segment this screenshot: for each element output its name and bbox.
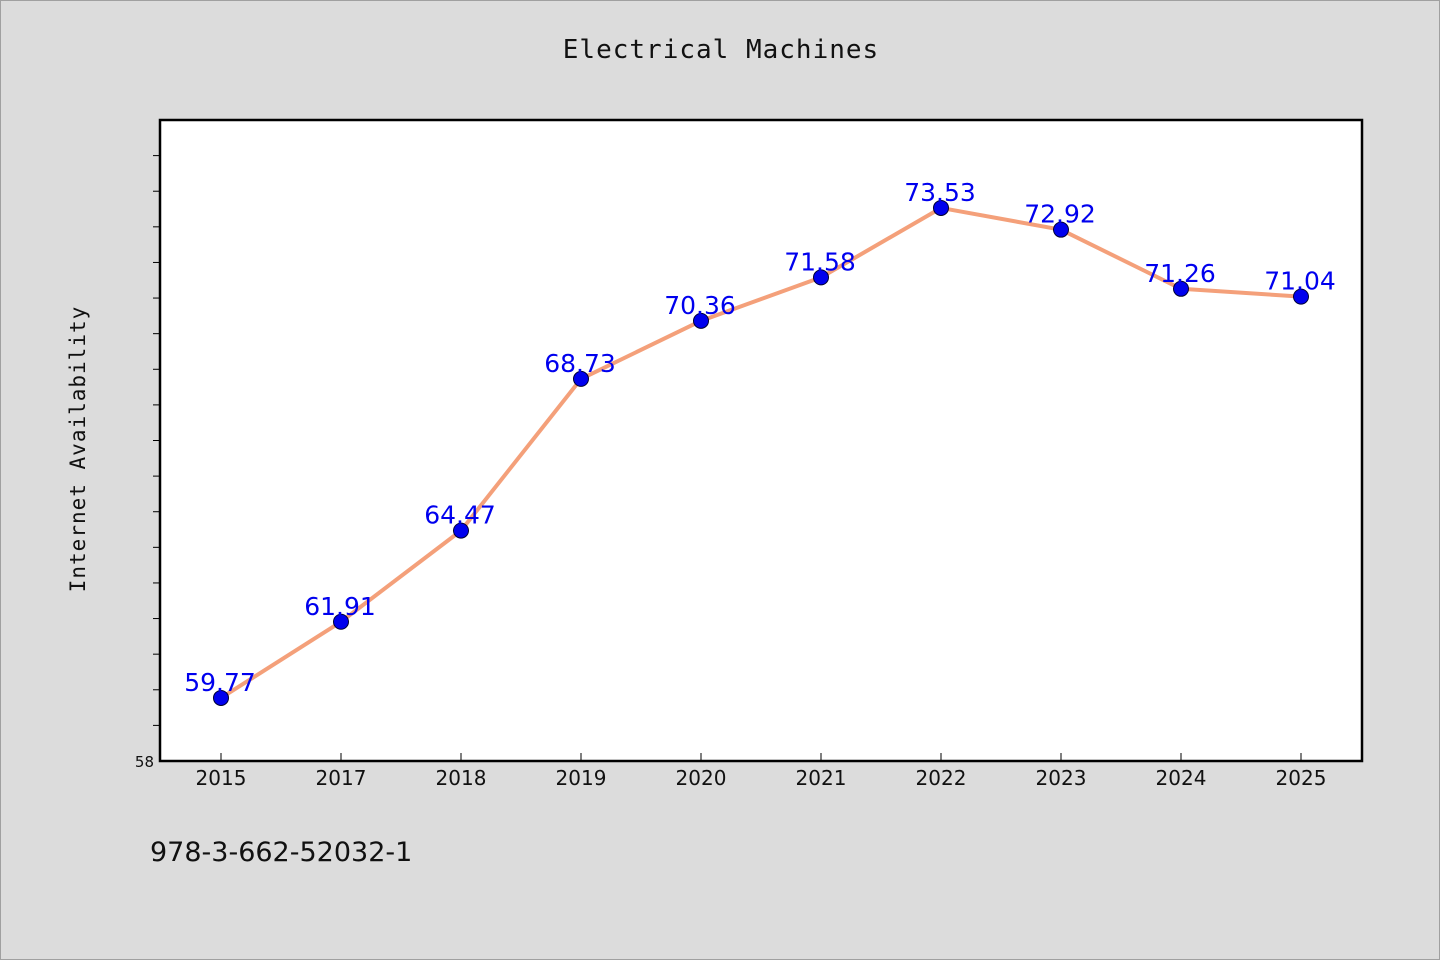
y-tick-label: 58 xyxy=(135,753,154,771)
data-label: 59.77 xyxy=(184,668,256,697)
data-point xyxy=(333,613,349,630)
x-tick-label: 2022 xyxy=(916,766,967,790)
x-axis-ticks: 2015 2017 2018 2019 2020 2021 2022 2023 2024 2025 xyxy=(196,753,1327,790)
data-point xyxy=(1053,221,1069,238)
data-label: 70.36 xyxy=(664,291,736,320)
data-label: 68.73 xyxy=(544,349,616,378)
x-tick-label: 2019 xyxy=(556,766,607,790)
data-point xyxy=(213,689,229,706)
chart-title: Electrical Machines xyxy=(562,35,880,65)
data-label: 71.04 xyxy=(1264,267,1336,296)
isbn-text: 978-3-662-52032-1 xyxy=(150,837,413,868)
data-label: 71.58 xyxy=(784,247,856,276)
data-series xyxy=(213,199,1309,706)
x-tick-label: 2023 xyxy=(1036,766,1087,790)
data-point xyxy=(573,370,589,387)
data-label: 64.47 xyxy=(424,501,496,530)
x-tick-label: 2021 xyxy=(796,766,847,790)
data-labels: 59.77 61.91 64.47 68.73 70.36 71.58 73.53 72.92… xyxy=(184,178,1336,697)
x-tick-label: 2020 xyxy=(676,766,727,790)
plot-area xyxy=(158,118,1364,763)
data-point xyxy=(693,312,709,329)
data-point xyxy=(453,522,469,539)
x-tick-label: 2017 xyxy=(316,766,367,790)
x-tick-label: 2018 xyxy=(436,766,487,790)
data-point xyxy=(1293,288,1309,305)
y-axis-ticks: 58 xyxy=(135,155,160,771)
data-point xyxy=(1173,280,1189,297)
x-tick-label: 2024 xyxy=(1156,766,1207,790)
data-point xyxy=(813,269,829,286)
data-label: 71.26 xyxy=(1144,259,1216,288)
data-point xyxy=(933,199,949,216)
x-tick-label: 2015 xyxy=(196,766,247,790)
data-label: 72.92 xyxy=(1024,200,1096,229)
series-line xyxy=(219,205,1302,700)
data-label: 61.91 xyxy=(304,592,376,621)
x-tick-label: 2025 xyxy=(1276,766,1327,790)
data-label: 73.53 xyxy=(904,178,976,207)
